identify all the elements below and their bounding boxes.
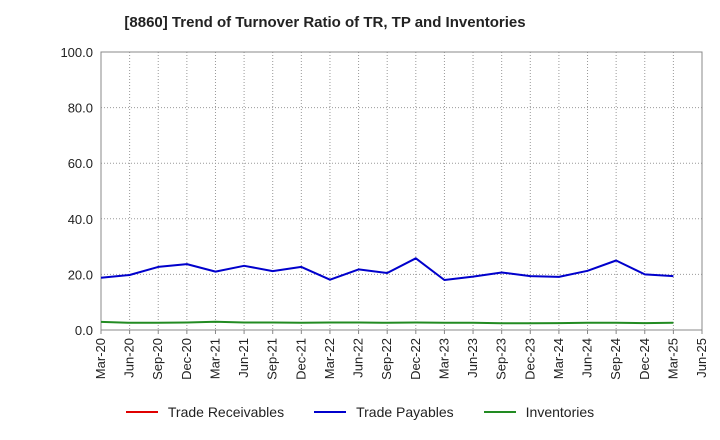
series-line-trade-payables [100, 257, 674, 281]
y-tick-label: 80.0 [68, 101, 93, 116]
x-tick-label: Mar-24 [551, 338, 566, 379]
legend-swatch-trade-receivables [125, 411, 158, 413]
x-tick-label: Sep-23 [494, 338, 509, 380]
y-tick-label: 0.0 [75, 323, 93, 338]
legend-label-inventories: Inventories [525, 404, 595, 420]
x-tick-label: Sep-22 [379, 338, 394, 380]
y-tick-label: 40.0 [68, 212, 93, 227]
x-tick-label: Jun-24 [580, 338, 595, 378]
y-tick-label: 100.0 [60, 45, 93, 60]
x-tick-label: Dec-23 [522, 338, 537, 380]
line-chart: 0.0 20.0 40.0 60.0 80.0 100.0 Mar-20 Jun-20 Sep-… [60, 45, 709, 380]
x-tick-label: Jun-25 [694, 338, 709, 378]
x-tick-label: Dec-22 [408, 338, 423, 380]
legend-swatch-inventories [483, 411, 516, 413]
x-tick-label: Dec-20 [179, 338, 194, 380]
x-tick-label: Jun-20 [122, 338, 137, 378]
plot-area [100, 51, 703, 331]
x-tick-label: Sep-20 [150, 338, 165, 380]
chart-title: [8860] Trend of Turnover Ratio of TR, TP… [124, 14, 526, 31]
legend-label-trade-receivables: Trade Receivables [167, 404, 285, 420]
x-tick-label: Sep-21 [265, 338, 280, 380]
x-tick-label: Jun-21 [236, 338, 251, 378]
y-tick-label: 60.0 [68, 156, 93, 171]
legend-swatch-trade-payables [314, 411, 347, 413]
x-tick-label: Mar-22 [322, 338, 337, 379]
x-tick-label: Mar-21 [207, 338, 222, 379]
legend-item-trade-receivables: Trade Receivables [125, 404, 285, 420]
x-tick-label: Dec-24 [637, 338, 652, 380]
series-line-inventories [100, 320, 674, 325]
x-tick-label: Mar-20 [93, 338, 108, 379]
chart-legend: Trade Receivables Trade Payables Invento… [0, 404, 720, 420]
legend-label-trade-payables: Trade Payables [356, 404, 454, 420]
x-tick-label: Mar-25 [665, 338, 680, 379]
x-tick-label: Sep-24 [608, 338, 623, 380]
x-tick-label: Jun-22 [351, 338, 366, 378]
legend-item-inventories: Inventories [483, 404, 595, 420]
x-tick-label: Jun-23 [465, 338, 480, 378]
x-tick-label: Dec-21 [293, 338, 308, 380]
legend-item-trade-payables: Trade Payables [314, 404, 454, 420]
y-tick-label: 20.0 [68, 267, 93, 282]
x-tick-label: Mar-23 [436, 338, 451, 379]
